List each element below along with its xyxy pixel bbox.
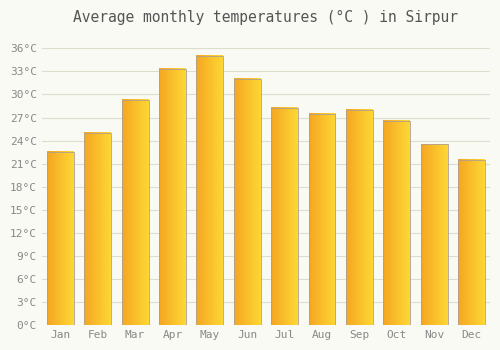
Bar bbox=[308, 114, 336, 326]
Bar bbox=[346, 110, 373, 326]
Bar bbox=[159, 69, 186, 326]
Bar bbox=[420, 145, 448, 326]
Bar bbox=[84, 133, 111, 326]
Bar bbox=[196, 56, 224, 326]
Title: Average monthly temperatures (°C ) in Sirpur: Average monthly temperatures (°C ) in Si… bbox=[74, 10, 458, 25]
Bar bbox=[234, 79, 260, 326]
Bar bbox=[458, 160, 485, 326]
Bar bbox=[384, 121, 410, 326]
Bar bbox=[122, 100, 148, 326]
Bar bbox=[47, 152, 74, 326]
Bar bbox=[271, 107, 298, 326]
